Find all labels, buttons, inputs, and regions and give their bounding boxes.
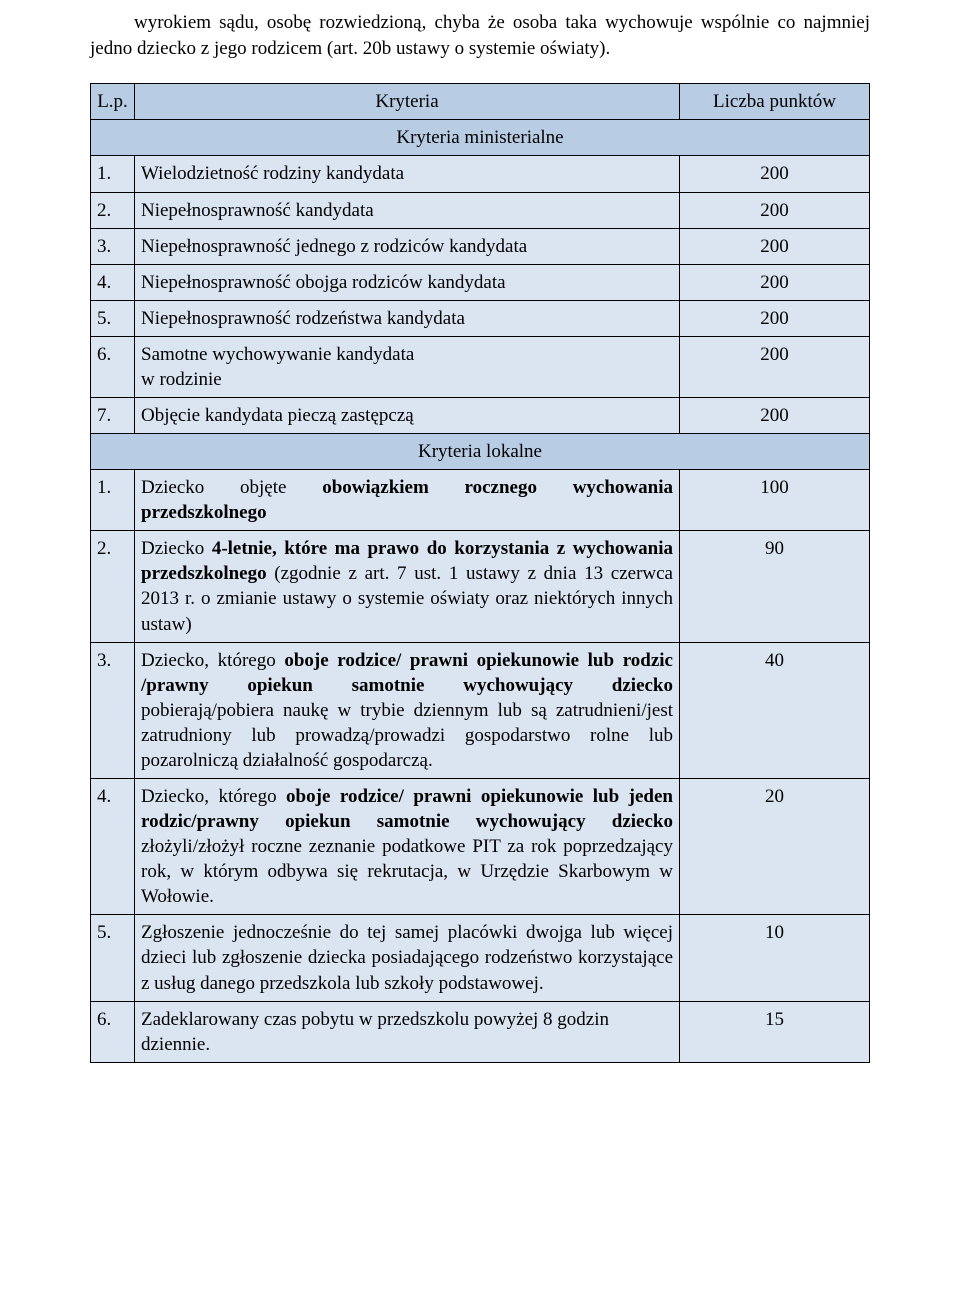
row-number: 6. (91, 1001, 135, 1062)
row-number: 1. (91, 470, 135, 531)
section-lokalne-label: Kryteria lokalne (91, 434, 870, 470)
row-number: 1. (91, 156, 135, 192)
row-points: 100 (680, 470, 870, 531)
row-points: 200 (680, 397, 870, 433)
row-points: 90 (680, 531, 870, 642)
row-number: 3. (91, 228, 135, 264)
table-row: 3. Niepełnosprawność jednego z rodziców … (91, 228, 870, 264)
row-points: 200 (680, 192, 870, 228)
row-text: Dziecko, którego oboje rodzice/ prawni o… (135, 642, 680, 778)
row-text: Objęcie kandydata pieczą zastępczą (135, 397, 680, 433)
header-punkty: Liczba punktów (680, 84, 870, 120)
row-number: 6. (91, 336, 135, 397)
row-points: 200 (680, 228, 870, 264)
page: wyrokiem sądu, osobę rozwiedzioną, chyba… (0, 0, 960, 1103)
row-text: Niepełnosprawność kandydata (135, 192, 680, 228)
row-number: 3. (91, 642, 135, 778)
table-row: 6. Samotne wychowywanie kandydataw rodzi… (91, 336, 870, 397)
table-row: 4. Niepełnosprawność obojga rodziców kan… (91, 264, 870, 300)
row-points: 10 (680, 915, 870, 1001)
table-row: 6. Zadeklarowany czas pobytu w przedszko… (91, 1001, 870, 1062)
criteria-table: L.p. Kryteria Liczba punktów Kryteria mi… (90, 83, 870, 1063)
section-lokalne: Kryteria lokalne (91, 434, 870, 470)
table-row: 7. Objęcie kandydata pieczą zastępczą 20… (91, 397, 870, 433)
row-points: 20 (680, 779, 870, 915)
section-ministerialne-label: Kryteria ministerialne (91, 120, 870, 156)
section-ministerialne: Kryteria ministerialne (91, 120, 870, 156)
row-number: 7. (91, 397, 135, 433)
row-number: 4. (91, 779, 135, 915)
row-points: 200 (680, 264, 870, 300)
row-text: Samotne wychowywanie kandydataw rodzinie (135, 336, 680, 397)
table-row: 4. Dziecko, którego oboje rodzice/ prawn… (91, 779, 870, 915)
table-row: 2. Dziecko 4-letnie, które ma prawo do k… (91, 531, 870, 642)
row-number: 5. (91, 915, 135, 1001)
row-text: Niepełnosprawność rodzeństwa kandydata (135, 300, 680, 336)
row-text: Wielodzietność rodziny kandydata (135, 156, 680, 192)
header-kryteria: Kryteria (135, 84, 680, 120)
table-header-row: L.p. Kryteria Liczba punktów (91, 84, 870, 120)
row-points: 200 (680, 336, 870, 397)
row-points: 200 (680, 156, 870, 192)
row-text: Zadeklarowany czas pobytu w przedszkolu … (135, 1001, 680, 1062)
row-text: Niepełnosprawność obojga rodziców kandyd… (135, 264, 680, 300)
table-row: 3. Dziecko, którego oboje rodzice/ prawn… (91, 642, 870, 778)
row-number: 4. (91, 264, 135, 300)
row-number: 2. (91, 531, 135, 642)
row-text: Dziecko objęte obowiązkiem rocznego wych… (135, 470, 680, 531)
row-text: Zgłoszenie jednocześnie do tej samej pla… (135, 915, 680, 1001)
row-points: 200 (680, 300, 870, 336)
table-row: 2. Niepełnosprawność kandydata 200 (91, 192, 870, 228)
table-row: 5. Niepełnosprawność rodzeństwa kandydat… (91, 300, 870, 336)
table-row: 1. Wielodzietność rodziny kandydata 200 (91, 156, 870, 192)
row-text: Dziecko, którego oboje rodzice/ prawni o… (135, 779, 680, 915)
table-row: 1. Dziecko objęte obowiązkiem rocznego w… (91, 470, 870, 531)
row-number: 2. (91, 192, 135, 228)
row-points: 15 (680, 1001, 870, 1062)
row-text: Dziecko 4-letnie, które ma prawo do korz… (135, 531, 680, 642)
header-lp: L.p. (91, 84, 135, 120)
row-points: 40 (680, 642, 870, 778)
row-text: Niepełnosprawność jednego z rodziców kan… (135, 228, 680, 264)
row-number: 5. (91, 300, 135, 336)
intro-paragraph: wyrokiem sądu, osobę rozwiedzioną, chyba… (90, 10, 870, 61)
table-row: 5. Zgłoszenie jednocześnie do tej samej … (91, 915, 870, 1001)
